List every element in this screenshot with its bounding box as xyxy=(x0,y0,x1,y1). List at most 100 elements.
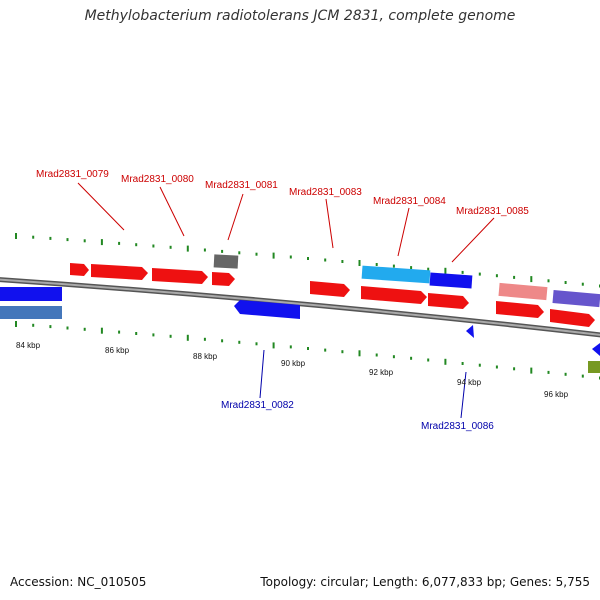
inner-track-tick xyxy=(186,334,189,341)
gene-label-0083[interactable]: Mrad2831_0083 xyxy=(289,187,362,198)
gene-arrow-0083[interactable] xyxy=(310,281,350,297)
gene-arrow-0084[interactable] xyxy=(361,286,427,304)
inner-track-tick xyxy=(32,323,35,327)
outer-track-tick xyxy=(66,238,69,242)
gene-arrow-0082[interactable] xyxy=(234,300,300,319)
inner-track-tick xyxy=(581,374,584,378)
inner-track-tick xyxy=(427,358,430,362)
gene-label-0085[interactable]: Mrad2831_0085 xyxy=(456,206,529,217)
inner-track-tick xyxy=(375,353,378,357)
gene-arrow-0081[interactable] xyxy=(212,272,235,286)
gene-label-0084[interactable]: Mrad2831_0084 xyxy=(373,196,446,207)
gene-arrow-0080b[interactable] xyxy=(152,268,208,284)
gene-label-0079[interactable]: Mrad2831_0079 xyxy=(36,169,109,180)
inner-track-tick xyxy=(358,350,361,357)
outer-track-tick xyxy=(410,266,413,270)
inner-track-tick xyxy=(547,370,550,374)
inner-track-tick xyxy=(152,333,155,337)
inner-track-tick xyxy=(118,330,121,334)
genome-title: Methylobacterium radiotolerans JCM 2831,… xyxy=(84,8,516,24)
inner-track-tick xyxy=(238,340,241,344)
outer-track-tick xyxy=(513,275,516,279)
inner-track-tick xyxy=(15,321,17,327)
position-label-92kbp: 92 kbp xyxy=(369,368,394,377)
outer-track-tick xyxy=(238,251,241,255)
gene-label-0080[interactable]: Mrad2831_0080 xyxy=(121,174,194,185)
inner-track-tick xyxy=(169,334,172,338)
gene-arrow-0080a[interactable] xyxy=(91,264,148,280)
inner-track-tick xyxy=(444,358,447,365)
gene-box-0084-cyan[interactable] xyxy=(361,265,431,284)
gene-box-left-steel[interactable] xyxy=(0,306,62,319)
outer-track-tick xyxy=(135,243,138,247)
outer-track-tick xyxy=(478,272,481,276)
outer-track-tick xyxy=(392,264,395,268)
inner-track-tick xyxy=(66,326,69,330)
outer-track-tick xyxy=(324,258,327,262)
genome-summary-text: Topology: circular; Length: 6,077,833 bp… xyxy=(260,575,590,589)
inner-track-tick xyxy=(392,355,395,359)
outer-track-tick xyxy=(152,244,155,248)
outer-track-tick xyxy=(15,233,17,239)
inner-track-tick xyxy=(478,363,481,367)
outer-track-tick xyxy=(221,249,224,253)
position-label-90kbp: 90 kbp xyxy=(281,359,306,368)
gene-arrow-0085[interactable] xyxy=(428,293,469,309)
inner-track-tick xyxy=(83,327,86,331)
inner-track-tick xyxy=(495,365,498,369)
inner-track-tick xyxy=(307,347,309,350)
gene-arrow-right-1[interactable] xyxy=(496,301,544,318)
reverse-strand-features xyxy=(0,287,600,373)
inner-track-tick xyxy=(530,367,533,374)
gene-box-0081-gray[interactable] xyxy=(213,254,239,269)
inner-track-tick xyxy=(272,342,275,349)
outer-track-tick xyxy=(564,281,567,284)
outer-track-tick xyxy=(83,239,86,243)
gene-label-0086[interactable]: Mrad2831_0086 xyxy=(421,421,494,432)
outer-track-tick xyxy=(581,282,584,286)
outer-track-tick xyxy=(289,255,292,259)
outer-track-tick xyxy=(118,241,121,245)
outer-track-tick xyxy=(495,274,498,278)
position-label-88kbp: 88 kbp xyxy=(193,352,218,361)
outer-track-tick xyxy=(530,276,533,283)
gene-label-0082[interactable]: Mrad2831_0082 xyxy=(221,400,294,411)
inner-track-tick xyxy=(564,372,567,376)
outer-track-tick xyxy=(444,267,447,274)
gene-arrow-right-2[interactable] xyxy=(550,309,595,327)
position-label-94kbp: 94 kbp xyxy=(457,378,482,387)
inner-track-tick xyxy=(100,327,103,334)
gene-box-purple[interactable] xyxy=(552,290,600,308)
gene-arrow-0086[interactable] xyxy=(466,325,474,338)
outer-track-tick xyxy=(307,257,309,260)
outer-track-tick xyxy=(427,267,430,271)
inner-track-tick xyxy=(255,342,258,346)
outer-track-tick xyxy=(255,252,258,256)
inner-track-tick xyxy=(341,350,344,354)
gene-arrow-0079[interactable] xyxy=(70,263,89,276)
gene-box-left-blue[interactable] xyxy=(0,287,62,301)
outer-track-tick xyxy=(272,252,275,259)
inner-tick-track xyxy=(15,321,600,380)
inner-track-tick xyxy=(461,362,464,365)
inner-track-tick xyxy=(410,356,413,360)
gene-label-0081[interactable]: Mrad2831_0081 xyxy=(205,180,278,191)
gene-box-olive[interactable] xyxy=(588,361,600,373)
outer-tick-track xyxy=(15,233,600,288)
inner-track-tick xyxy=(49,325,52,329)
gene-arrow-right-edge[interactable] xyxy=(592,343,600,356)
outer-track-tick xyxy=(358,260,361,266)
outer-track-tick xyxy=(461,270,464,274)
outer-track-tick xyxy=(32,235,35,239)
outer-track-tick xyxy=(49,236,52,240)
gene-box-pink[interactable] xyxy=(498,282,548,301)
outer-track-tick xyxy=(203,248,206,252)
outer-track-tick xyxy=(547,279,550,283)
inner-track-tick xyxy=(324,348,327,352)
forward-strand-features xyxy=(70,254,600,327)
outer-track-tick xyxy=(341,260,344,263)
outer-track-tick xyxy=(375,263,378,266)
gene-box-0084-blue[interactable] xyxy=(429,272,473,289)
outer-track-tick xyxy=(186,245,189,252)
